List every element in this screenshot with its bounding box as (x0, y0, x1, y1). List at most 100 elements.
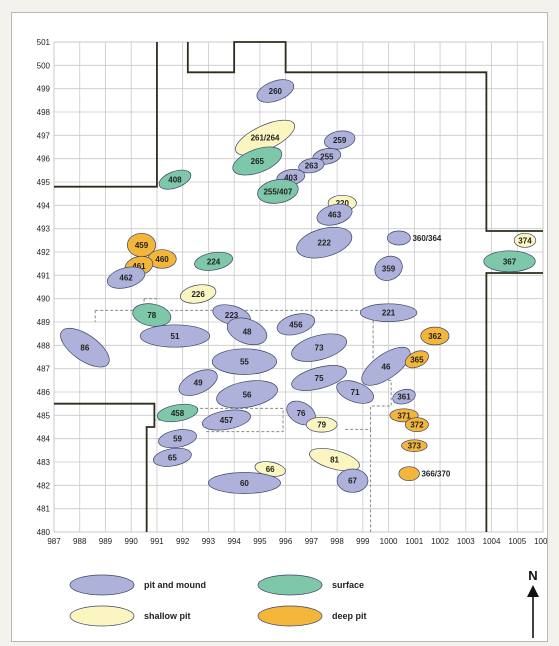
legend-item-surface: surface (257, 574, 364, 596)
feature-ellipse (226, 317, 268, 346)
feature-label: 261/264 (251, 134, 280, 143)
feature-label: 81 (330, 456, 339, 465)
x-tick-label: 988 (73, 537, 87, 546)
site-boundary (54, 41, 543, 532)
dashed-trench-line (180, 407, 284, 433)
feature-374: 374 (513, 232, 537, 248)
feature-ellipse (336, 468, 369, 493)
feature-label: 371 (397, 411, 411, 420)
feature-362: 362 (420, 326, 450, 346)
feature-ellipse (158, 169, 192, 190)
feature-label: 67 (348, 477, 357, 486)
y-tick-label: 499 (37, 85, 51, 94)
y-tick-label: 495 (37, 178, 51, 187)
feature-label: 458 (171, 409, 185, 418)
feature-label: 56 (243, 390, 252, 399)
y-tick-label: 484 (37, 435, 51, 444)
y-tick-label: 486 (37, 388, 51, 397)
feature-ellipse (211, 348, 277, 375)
x-tick-label: 1006 (534, 537, 547, 546)
y-tick-label: 480 (37, 528, 51, 537)
feature-46: 46 (361, 346, 411, 386)
feature-label: 226 (191, 290, 205, 299)
north-arrow-head (527, 585, 539, 597)
feature-365: 365 (404, 350, 429, 369)
y-tick-label: 494 (37, 201, 51, 210)
legend-swatch (257, 605, 323, 627)
feature-label: 372 (410, 421, 424, 430)
y-tick-label: 493 (37, 225, 51, 234)
feature-label: 457 (220, 416, 234, 425)
feature-label: 59 (173, 435, 182, 444)
feature-56: 56 (216, 380, 278, 409)
feature-ellipse (359, 303, 418, 322)
x-tick-label: 998 (330, 537, 344, 546)
feature-ellipse (309, 448, 360, 472)
feature-label: 51 (171, 332, 180, 341)
feature-55: 55 (211, 348, 277, 375)
boundary-line (186, 41, 543, 232)
feature-ellipse (216, 380, 278, 409)
feature-ellipse (257, 178, 299, 204)
excavation-map: 501 500 499 498 497 496 495 494 493 492 491 490 489 4… (37, 38, 547, 638)
x-tick-label: 997 (305, 537, 319, 546)
y-tick-label: 501 (37, 38, 51, 47)
feature-label: 79 (317, 421, 326, 430)
feature-label: 255 (320, 152, 334, 161)
feature-ellipse (336, 380, 374, 404)
feature-ellipse (291, 333, 347, 362)
feature-255-407: 255/407 (257, 178, 299, 204)
x-tick-label: 987 (47, 537, 61, 546)
feature-label: 263 (305, 162, 319, 171)
boundary-line (54, 42, 158, 188)
feature-81: 81 (309, 448, 360, 472)
x-tick-label: 990 (125, 537, 139, 546)
feature-67: 67 (336, 468, 369, 493)
feature-ellipse (298, 158, 325, 174)
feature-ellipse (513, 232, 537, 248)
y-tick-label: 500 (37, 61, 51, 70)
feature-ellipse (152, 447, 192, 467)
feature-79: 79 (305, 416, 338, 433)
feature-ellipse (208, 472, 281, 494)
feature-ellipse (398, 466, 420, 482)
feature-51: 51 (139, 324, 211, 348)
feature-408: 408 (158, 169, 192, 190)
feature-label: 221 (382, 309, 396, 318)
feature-label: 223 (225, 311, 239, 320)
legend-swatch (69, 605, 135, 627)
plot-area (53, 41, 544, 533)
feature-label: 55 (240, 358, 249, 367)
y-tick-label: 487 (37, 365, 51, 374)
feature-ellipse (178, 369, 218, 396)
x-tick-label: 992 (176, 537, 190, 546)
feature-65: 65 (152, 447, 192, 467)
feature-86: 86 (60, 327, 110, 368)
feature-label: 459 (135, 241, 149, 250)
legend-swatch (69, 574, 135, 596)
x-tick-label: 996 (279, 537, 293, 546)
y-tick-label: 483 (37, 458, 51, 467)
feature-463: 463 (316, 203, 353, 226)
feature-ellipse (361, 346, 411, 386)
x-tick-label: 994 (227, 537, 241, 546)
feature-ellipse (401, 439, 428, 452)
feature-457: 457 (201, 409, 251, 431)
legend-label: surface (332, 580, 364, 590)
feature-ellipse (296, 226, 353, 259)
feature-265: 265 (232, 146, 283, 176)
feature-ellipse (139, 324, 211, 348)
legend-swatch (257, 574, 323, 596)
legend: pit and mound surface shallow pit deep pit (69, 574, 367, 627)
feature-label: 366/370 (421, 470, 450, 479)
feature-label: 456 (289, 320, 303, 329)
y-tick-label: 498 (37, 108, 51, 117)
feature-label: 365 (410, 355, 424, 364)
feature-ellipse (194, 251, 233, 271)
feature-226: 226 (179, 284, 217, 304)
y-tick-label: 491 (37, 271, 51, 280)
axis-tick-labels: 501 500 499 498 497 496 495 494 493 492 491 490 489 4… (37, 38, 547, 546)
x-tick-label: 1003 (457, 537, 475, 546)
feature-ellipse (291, 365, 347, 391)
grid-lines (53, 41, 544, 533)
